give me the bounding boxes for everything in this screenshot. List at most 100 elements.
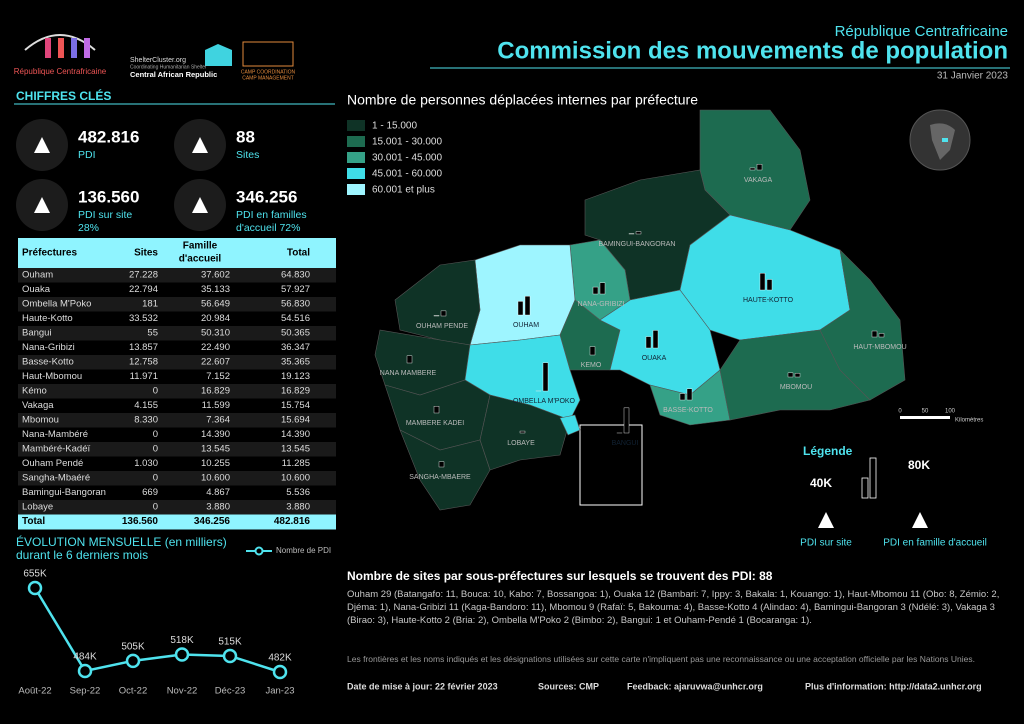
kpi-label: PDI en familles: [236, 209, 307, 221]
table-cell: 16.829: [201, 386, 230, 397]
map-region-label: VAKAGA: [744, 177, 773, 184]
table-cell: 12.758: [129, 357, 158, 368]
map-bar: [766, 279, 773, 291]
map-bar: [679, 393, 686, 401]
logo-text: République Centrafricaine: [14, 67, 107, 76]
table-cell: 11.599: [202, 400, 230, 411]
legend-label: 1 - 15.000: [372, 121, 417, 132]
table-cell: 10.255: [201, 458, 230, 469]
table-cell: 35.365: [281, 357, 310, 368]
map-region-label: MAMBERE KADEI: [406, 420, 464, 427]
date: 31 Janvier 2023: [937, 71, 1009, 82]
legend-swatch: [347, 120, 365, 131]
footer-text: Date de mise à jour: 22 février 2023: [347, 681, 498, 691]
map-region-label: OUAKA: [642, 355, 667, 362]
x-tick-label: Oct-22: [119, 686, 148, 697]
map-bar: [433, 406, 440, 414]
table-cell: 14.390: [281, 429, 310, 440]
table-cell: 56.830: [281, 299, 310, 310]
legend-title: Légende: [803, 444, 853, 458]
map-region-label: NANA MAMBERE: [380, 370, 437, 377]
table-cell: 3.880: [286, 502, 310, 513]
table-cell: 0: [153, 502, 158, 513]
map-region-label: OUHAM: [513, 322, 539, 329]
table-cell: 10.600: [281, 473, 310, 484]
data-label: 482K: [268, 653, 292, 664]
kpi-value: 88: [236, 127, 255, 146]
x-tick-label: Sep-22: [70, 686, 101, 697]
table-cell: 35.133: [201, 284, 230, 295]
table-cell: 0: [153, 473, 158, 484]
map-region-label: OUHAM PENDE: [416, 323, 468, 330]
table-cell: 14.390: [201, 429, 230, 440]
kpi-label: PDI: [78, 149, 96, 161]
kpi-icon: [34, 137, 50, 153]
map-region: [469, 244, 576, 346]
legend-swatch: [347, 152, 365, 163]
point: [27, 580, 43, 596]
map-bar: [433, 315, 440, 317]
table-cell: 15.694: [281, 415, 310, 426]
map-bar: [406, 355, 413, 364]
table-cell: 4.155: [134, 400, 158, 411]
table-total: 482.816: [274, 516, 311, 527]
table-cell: 1.030: [134, 458, 158, 469]
map-bar: [519, 430, 526, 434]
table-cell: 37.602: [201, 270, 230, 281]
table-cell: Haut-Mbomou: [22, 371, 82, 382]
logo-figure: [45, 38, 51, 58]
table-cell: Mbomou: [22, 415, 59, 426]
disclaimer: Les frontières et les noms indiqués et l…: [347, 654, 975, 664]
kpi-value: 346.256: [236, 187, 297, 206]
map-region-label: MBOMOU: [780, 384, 812, 391]
table-cell: Basse-Kotto: [22, 357, 74, 368]
logo-figure: [58, 38, 64, 58]
map-region-label: SANGHA-MBAERE: [409, 474, 471, 481]
table-cell: 7.364: [206, 415, 230, 426]
table-cell: 11.971: [130, 371, 158, 382]
map-bar: [542, 362, 549, 392]
legend-label: 15.001 - 30.000: [372, 137, 442, 148]
legend-swatch: [347, 136, 365, 147]
map-bar: [871, 330, 878, 338]
table-row-bg: [18, 355, 336, 370]
scale-bar: [900, 416, 950, 419]
table-cell: 22.607: [201, 357, 230, 368]
footer-text: Feedback: ajaruvwa@unhcr.org: [627, 681, 763, 691]
table-header-bg: [18, 238, 336, 268]
table-row-bg: [18, 326, 336, 341]
map-title: Nombre de personnes déplacées internes p…: [347, 92, 698, 108]
table-cell: 0: [153, 444, 158, 455]
table-cell: Lobaye: [22, 502, 53, 513]
table-cell: 10.600: [201, 473, 230, 484]
table-cell: Mambéré-Kadéï: [22, 444, 90, 455]
table-row-bg: [18, 297, 336, 312]
table-cell: 22.490: [201, 342, 230, 353]
legend-icon: [912, 512, 928, 528]
map-region-label: BAMINGUI-BANGORAN: [598, 241, 675, 248]
table-cell: 33.532: [129, 313, 158, 324]
table-total: 346.256: [194, 516, 231, 527]
table-cell: 55: [147, 328, 158, 339]
x-tick-label: Nov-22: [167, 686, 198, 697]
table-cell: 19.123: [281, 371, 310, 382]
logo-figure: [84, 38, 90, 58]
legend-bar: [869, 457, 877, 499]
table-cell: 15.754: [281, 400, 310, 411]
logo-text: Coordinating Humanitarian Shelter: [130, 64, 207, 70]
map-region-label: BANGUI: [612, 440, 639, 447]
cccm-logo: [242, 41, 294, 67]
kpi-value: 136.560: [78, 187, 139, 206]
table-cell: Nana-Mambéré: [22, 429, 88, 440]
data-label: 518K: [170, 635, 194, 646]
table-row-bg: [18, 442, 336, 457]
footer-text: Sources: CMP: [538, 681, 599, 691]
map-bar: [623, 407, 630, 434]
bangui-inset: [579, 424, 643, 506]
table-cell: 22.794: [129, 284, 158, 295]
shelter-logo: [205, 44, 232, 66]
x-tick-label: Jan-23: [265, 686, 294, 697]
map-region: [394, 259, 481, 346]
